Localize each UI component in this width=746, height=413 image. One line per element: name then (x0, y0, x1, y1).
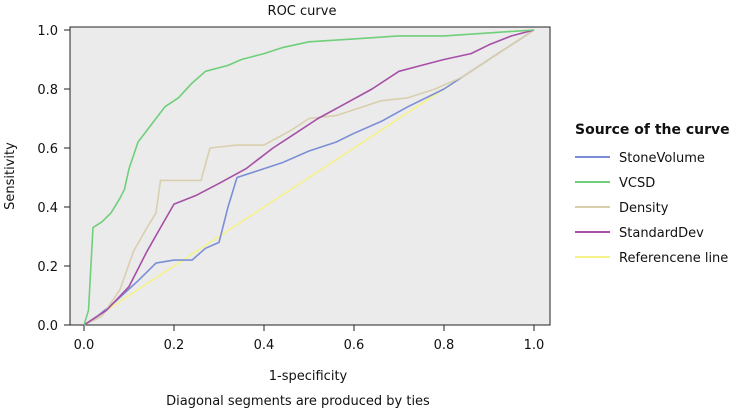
series-line-density (83, 29, 535, 326)
x-tick-label: 0.0 (74, 338, 95, 353)
series-line-stonevolume (83, 29, 535, 326)
y-tick-label: 0.0 (37, 319, 58, 334)
legend-label: Density (619, 201, 669, 216)
legend: Source of the curve StoneVolume VCSD Densi… (575, 122, 730, 266)
series-layer (83, 29, 535, 326)
x-axis-label: 1-specificity (269, 369, 348, 384)
legend-label: Referencene line (619, 251, 728, 266)
legend-title: Source of the curve (575, 122, 730, 138)
x-axis: 0.0 0.2 0.4 0.6 0.8 1.0 (74, 325, 545, 353)
y-tick-label: 0.8 (37, 83, 58, 98)
legend-label: StandardDev (619, 226, 704, 241)
legend-label: StoneVolume (619, 151, 705, 166)
y-tick-label: 0.4 (37, 201, 58, 216)
x-tick-label: 0.8 (434, 338, 455, 353)
y-tick-label: 0.6 (37, 142, 58, 157)
x-tick-label: 1.0 (524, 338, 545, 353)
legend-label: VCSD (619, 176, 655, 191)
x-tick-label: 0.2 (164, 338, 185, 353)
y-tick-label: 0.2 (37, 260, 58, 275)
series-line-standarddev (83, 29, 535, 326)
x-tick-label: 0.4 (254, 338, 275, 353)
chart-title: ROC curve (268, 4, 337, 19)
x-tick-label: 0.6 (344, 338, 365, 353)
y-axis: 0.0 0.2 0.4 0.6 0.8 1.0 (37, 24, 70, 334)
series-line-vcsd (83, 29, 535, 326)
footnote: Diagonal segments are produced by ties (166, 394, 430, 409)
y-tick-label: 1.0 (37, 24, 58, 39)
y-axis-label: Sensitivity (3, 142, 18, 210)
